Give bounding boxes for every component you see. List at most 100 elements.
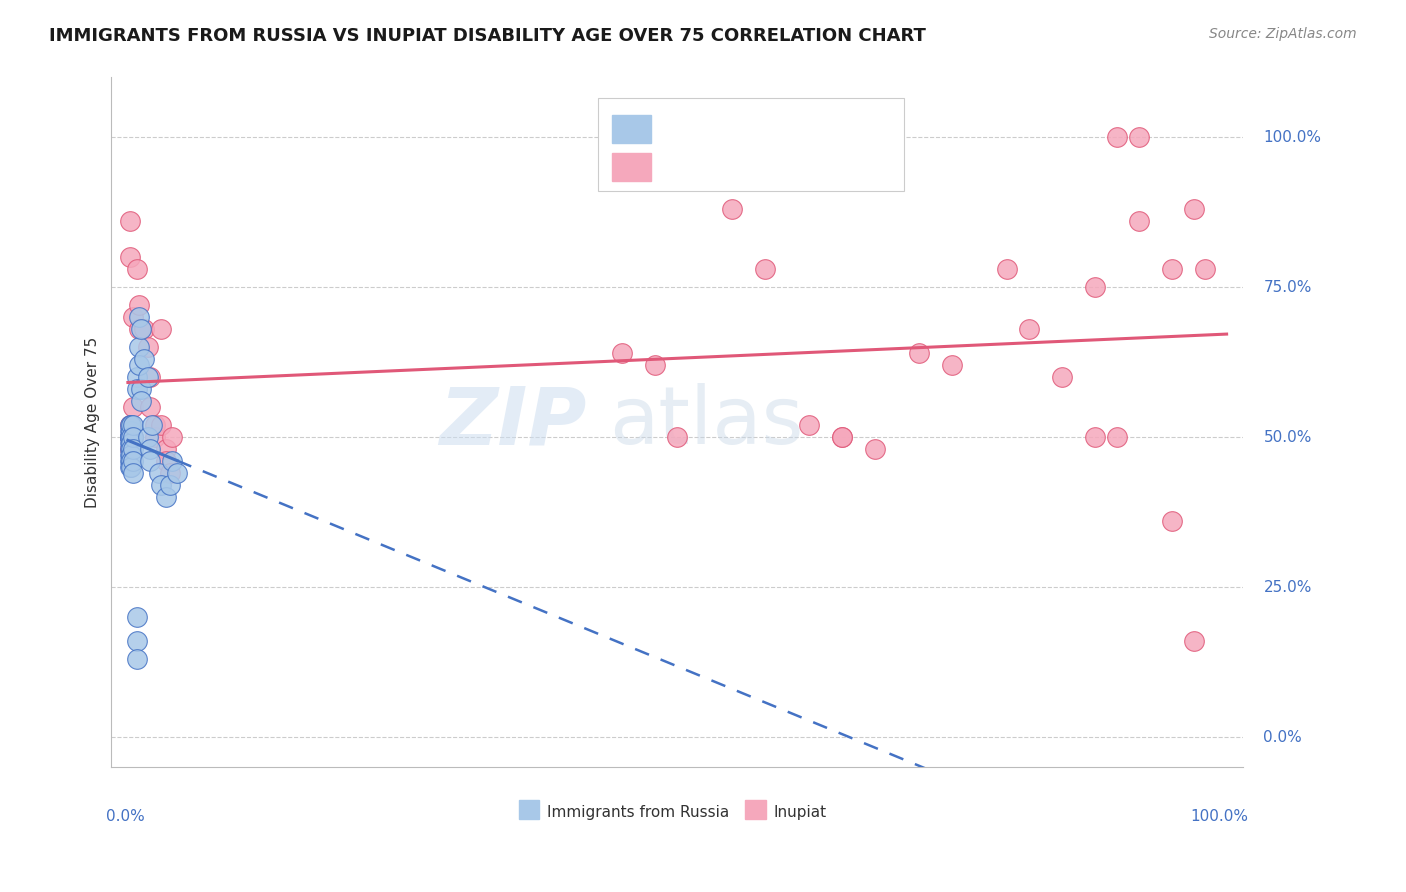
Text: Inupiat: Inupiat <box>773 805 827 821</box>
Point <box>149 478 172 492</box>
Point <box>1105 430 1128 444</box>
Point <box>149 418 172 433</box>
Point <box>863 442 886 457</box>
Point <box>143 430 166 444</box>
Point <box>129 394 152 409</box>
Point <box>831 430 853 444</box>
Point <box>122 310 145 325</box>
Point <box>120 214 142 228</box>
Point <box>136 340 159 354</box>
Text: R = 0.021   N = 46: R = 0.021 N = 46 <box>666 120 851 138</box>
Bar <box>745 800 765 819</box>
Point <box>797 418 820 433</box>
Point <box>128 359 150 373</box>
Point <box>120 430 142 444</box>
Point <box>721 202 744 217</box>
Point <box>128 298 150 312</box>
Point <box>120 436 142 450</box>
Text: R = 0.316   N = 49: R = 0.316 N = 49 <box>666 158 851 176</box>
Text: 75.0%: 75.0% <box>1264 280 1312 295</box>
Point <box>155 454 177 468</box>
Point <box>1128 130 1150 145</box>
Point <box>128 310 150 325</box>
Text: Immigrants from Russia: Immigrants from Russia <box>547 805 730 821</box>
Point <box>159 478 181 492</box>
Point <box>644 359 666 373</box>
Point <box>120 448 142 462</box>
Text: 0.0%: 0.0% <box>105 809 145 823</box>
Point <box>120 418 142 433</box>
Point <box>122 454 145 468</box>
Point <box>1084 430 1107 444</box>
Point <box>908 346 931 360</box>
Point <box>160 430 183 444</box>
Point <box>120 418 142 433</box>
Point <box>120 454 142 468</box>
Point <box>166 467 188 481</box>
Point <box>995 262 1018 277</box>
Point <box>128 322 150 336</box>
Point <box>120 448 142 462</box>
Bar <box>519 800 538 819</box>
Point <box>139 442 162 457</box>
Point <box>120 436 142 450</box>
Point <box>141 418 163 433</box>
Point <box>831 430 853 444</box>
Point <box>125 383 148 397</box>
Point <box>125 610 148 624</box>
Text: IMMIGRANTS FROM RUSSIA VS INUPIAT DISABILITY AGE OVER 75 CORRELATION CHART: IMMIGRANTS FROM RUSSIA VS INUPIAT DISABI… <box>49 27 927 45</box>
Point <box>149 322 172 336</box>
Point <box>120 430 142 444</box>
Point <box>122 430 145 444</box>
Text: 0.0%: 0.0% <box>1264 730 1302 745</box>
Bar <box>612 115 651 143</box>
Point <box>120 430 142 444</box>
Point <box>1182 634 1205 648</box>
Point <box>159 467 181 481</box>
Point <box>122 401 145 415</box>
Point <box>122 418 145 433</box>
Point <box>120 430 142 444</box>
Y-axis label: Disability Age Over 75: Disability Age Over 75 <box>86 336 100 508</box>
Point <box>155 491 177 505</box>
Point <box>754 262 776 277</box>
Point <box>1194 262 1216 277</box>
Point <box>134 352 156 367</box>
Point <box>136 430 159 444</box>
Point <box>1018 322 1040 336</box>
Point <box>1084 280 1107 294</box>
Point <box>120 442 142 457</box>
Point <box>122 442 145 457</box>
Point <box>120 460 142 475</box>
Text: ZIP: ZIP <box>439 384 586 461</box>
Point <box>128 340 150 354</box>
Point <box>125 634 148 648</box>
Point <box>125 370 148 384</box>
Point <box>1128 214 1150 228</box>
Point <box>129 383 152 397</box>
Point <box>139 401 162 415</box>
Bar <box>612 153 651 181</box>
Point <box>148 467 170 481</box>
Point <box>139 454 162 468</box>
Point <box>160 454 183 468</box>
Point <box>120 251 142 265</box>
FancyBboxPatch shape <box>598 98 904 191</box>
Point <box>120 442 142 457</box>
Point <box>120 454 142 468</box>
Point <box>122 430 145 444</box>
Point <box>129 322 152 336</box>
Text: Source: ZipAtlas.com: Source: ZipAtlas.com <box>1209 27 1357 41</box>
Text: atlas: atlas <box>609 384 804 461</box>
Point <box>1182 202 1205 217</box>
Point <box>134 322 156 336</box>
Point <box>120 418 142 433</box>
Text: 100.0%: 100.0% <box>1264 130 1322 145</box>
Point <box>143 418 166 433</box>
Point <box>120 442 142 457</box>
Point <box>612 346 634 360</box>
Point <box>1050 370 1073 384</box>
Point <box>125 652 148 666</box>
Point <box>666 430 689 444</box>
Text: 25.0%: 25.0% <box>1264 580 1312 595</box>
